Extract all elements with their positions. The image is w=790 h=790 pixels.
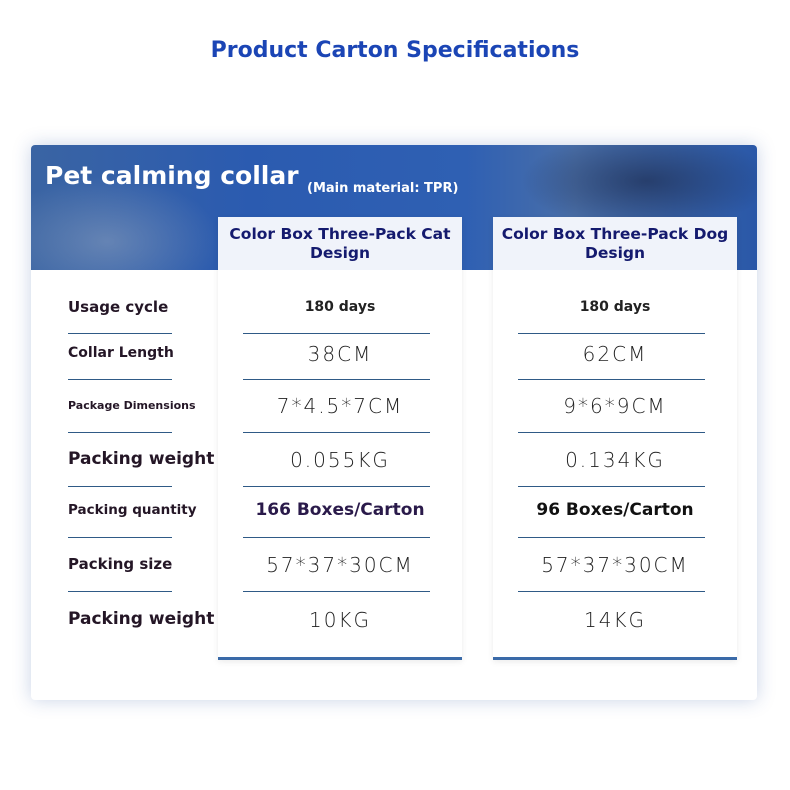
row-divider	[518, 591, 705, 592]
row-divider	[68, 486, 172, 487]
row-divider	[243, 379, 430, 380]
spec-value: 14KG	[583, 607, 647, 632]
spec-value: 57*37*30CM	[541, 552, 689, 577]
row-divider	[518, 379, 705, 380]
spec-value: 57*37*30CM	[266, 552, 414, 577]
row-divider	[68, 432, 172, 433]
spec-value: 7*4.5*7CM	[276, 393, 404, 418]
material-note: (Main material: TPR)	[307, 181, 459, 196]
row-divider	[243, 591, 430, 592]
row-divider	[518, 333, 705, 334]
row-divider	[518, 537, 705, 538]
row-divider	[243, 486, 430, 487]
row-divider	[68, 591, 172, 592]
column-header: Color Box Three-Pack Cat Design	[218, 217, 462, 270]
page-title: Product Carton Specifications	[210, 38, 580, 63]
dog-design-column: Color Box Three-Pack Dog Design 180 days…	[493, 217, 737, 660]
spec-value: 180 days	[304, 299, 376, 316]
row-divider	[68, 379, 172, 380]
spec-value: 96 Boxes/Carton	[536, 500, 694, 521]
row-label: Package Dimensions	[68, 398, 196, 412]
cat-design-column: Color Box Three-Pack Cat Design 180 days…	[218, 217, 462, 660]
spec-value: 38CM	[307, 341, 373, 366]
cat-photo	[31, 175, 221, 270]
row-divider	[68, 333, 172, 334]
spec-value: 166 Boxes/Carton	[255, 500, 425, 521]
column-header: Color Box Three-Pack Dog Design	[493, 217, 737, 270]
spec-card: Pet calming collar (Main material: TPR) …	[31, 145, 757, 700]
banner: Pet calming collar (Main material: TPR)	[31, 145, 757, 270]
spec-value: 0.134KG	[565, 447, 665, 472]
row-label: Packing size	[68, 555, 173, 574]
spec-value: 62CM	[582, 341, 648, 366]
row-label: Packing weight	[68, 448, 215, 469]
row-label: Packing weight	[68, 608, 215, 629]
spec-value: 180 days	[579, 299, 651, 316]
row-label: Collar Length	[68, 344, 174, 361]
spec-value: 9*6*9CM	[563, 393, 667, 418]
row-divider	[243, 537, 430, 538]
row-divider	[518, 486, 705, 487]
row-divider	[68, 537, 172, 538]
spec-value: 0.055KG	[290, 447, 390, 472]
row-label: Usage cycle	[68, 298, 169, 317]
row-divider	[243, 333, 430, 334]
row-divider	[243, 432, 430, 433]
product-name: Pet calming collar	[45, 161, 299, 190]
spec-value: 10KG	[308, 607, 372, 632]
row-label: Packing quantity	[68, 502, 197, 519]
row-divider	[518, 432, 705, 433]
